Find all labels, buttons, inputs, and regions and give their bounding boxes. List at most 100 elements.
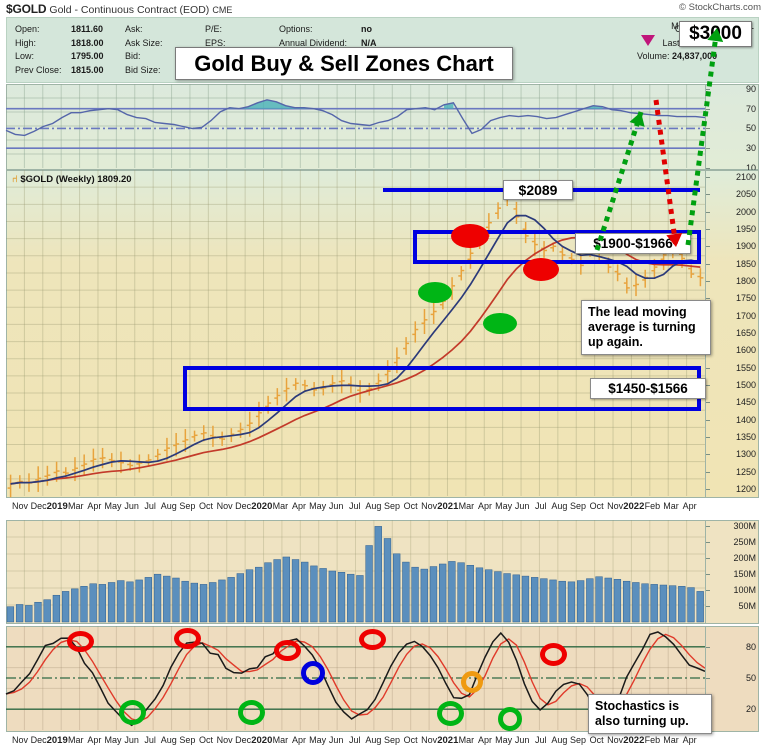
axis-tick-mark [706,280,710,282]
price-y-axis: 2100 2050 2000 1950 1900 1850 1800 1750 1700 1650… [705,170,759,498]
callout-moving-average: The lead moving average is turning up ag… [581,300,711,355]
x-axis-tick-label: Apr [291,501,307,511]
axis-tick-label: 90 [745,83,756,94]
x-axis-tick-label: Feb [644,735,661,745]
quote-label: Ask: [125,24,143,34]
x-axis-tick-label: Mar [458,735,475,745]
quote-label: Volume: [637,51,670,61]
x-axis-tick-label: Oct [589,735,604,745]
axis-tick-label: 150M [733,569,756,580]
axis-tick-mark [706,678,710,679]
x-axis-tick-label: 2019 [46,735,68,746]
x-axis-tick-label: 2021 [437,501,459,512]
x-axis-tick-label: Dec [235,735,252,745]
quote-label: Last: [662,37,683,48]
axis-tick-label: 50M [738,601,756,612]
axis-tick-mark [706,148,710,150]
quote-label: Open: [15,24,40,34]
x-axis-tick-label: Oct [198,501,214,511]
quote-value: N/A [361,37,377,48]
axis-tick-mark [706,211,710,213]
sell-zone-label: $1900-$1966 [575,233,691,254]
quote-label: Low: [15,51,35,61]
callout-stochastics-text: Stochastics is also turning up. [595,699,689,728]
ohlc-bar-icon: ⑁ [12,174,18,185]
x-axis-tick-label: Nov [216,735,233,745]
quote-label: Prev Close: [15,64,62,75]
resistance-label-2089: $2089 [503,180,573,200]
axis-tick-mark [706,367,710,369]
copyright-label: © StockCharts.com [679,2,761,13]
x-axis-tick-label: Sep [179,735,196,745]
volume-y-axis: 300M 250M 200M 150M 100M 50M [705,520,759,624]
x-axis-tick-label: May [104,735,122,745]
x-axis-tick-label: Jul [535,735,547,745]
x-axis-tick-label: Aug [160,735,177,745]
buy-signal-ring [119,700,146,725]
quote-value: 1818.00 [71,37,104,48]
axis-tick-label: 30 [745,143,756,154]
x-axis-tick-label: Jul [535,501,547,511]
sell-signal-ring [67,631,94,652]
x-axis-tick-label: Sep [569,501,587,511]
x-axis-tick-label: Sep [383,735,401,745]
axis-tick-mark [706,168,710,169]
x-axis-tick-label: Apr [291,735,307,745]
x-axis-tick-label: 2022 [623,735,645,746]
x-axis-tick-label: Aug [365,735,382,745]
x-axis-tick-label: May [495,501,513,511]
volume-panel: 300M 250M 200M 150M 100M 50M [6,520,759,624]
axis-tick-mark [706,471,710,473]
axis-tick-label: 2050 [735,189,756,200]
quote-label: Options: [279,24,313,34]
x-axis-tick-label: May [104,501,122,511]
buy-zone-label-text: $1450-$1566 [608,381,688,396]
axis-tick-mark [706,402,710,404]
sell-signal-ring [174,628,201,649]
quote-label: Bid Size: [125,64,161,75]
callout-stochastics: Stochastics is also turning up. [588,694,712,734]
axis-tick-label: 1650 [735,328,756,338]
quote-label: High: [15,37,37,48]
axis-tick-label: 1300 [735,449,756,460]
axis-tick-label: 70 [745,103,756,114]
axis-tick-label: 2100 [735,171,756,182]
x-axis-tick-label: Sep [569,735,587,745]
quote-label: EPS: [205,37,226,48]
axis-tick-label: 1600 [735,345,756,356]
x-axis-tick-label: Jun [124,735,139,745]
axis-tick-label: 1250 [735,466,756,477]
stochastics-x-axis: Nov Dec 2019 Mar Apr May Jun Jul Aug Sep Oct Nov Dec… [6,733,759,749]
x-axis-tick-label: 2020 [251,735,273,746]
quote-column-fundamentals: P/E: EPS: [205,23,275,50]
buy-signal-ring [498,707,522,731]
x-axis-tick-label: Oct [403,735,418,745]
axis-tick-label: 1850 [735,258,756,269]
axis-tick-label: 250M [733,537,756,548]
quote-value: 1795.00 [71,51,104,61]
x-axis-tick-label: 2020 [251,501,273,512]
x-axis-tick-label: Nov [11,501,29,511]
axis-tick-mark [706,108,710,110]
rsi-background [6,84,759,170]
x-axis-tick-label: Dec [235,501,252,511]
symbol-ticker: $GOLD [6,2,47,16]
axis-tick-mark [706,437,710,439]
chart-title-banner: Gold Buy & Sell Zones Chart [175,47,513,80]
axis-tick-mark [706,590,710,592]
quote-value: 1815.00 [71,64,104,75]
quote-label: Bid: [125,51,141,61]
x-axis-tick-label: May [309,501,327,511]
buy-signal-ring [238,700,265,725]
x-axis-tick-label: Apr [682,501,697,511]
chart-header: $GOLD Gold - Continuous Contract (EOD) C… [0,0,765,16]
x-axis-tick-label: May [495,735,513,745]
price-legend-text: $GOLD (Weekly) 1809.20 [20,174,132,185]
axis-tick-label: 1950 [735,223,756,234]
x-axis-tick-label: Jun [124,501,139,511]
quote-value: 1811.60 [71,24,104,34]
callout-moving-average-text: The lead moving average is turning up ag… [588,305,696,349]
x-axis-tick-label: Jun [328,501,344,511]
axis-tick-mark [706,246,710,248]
